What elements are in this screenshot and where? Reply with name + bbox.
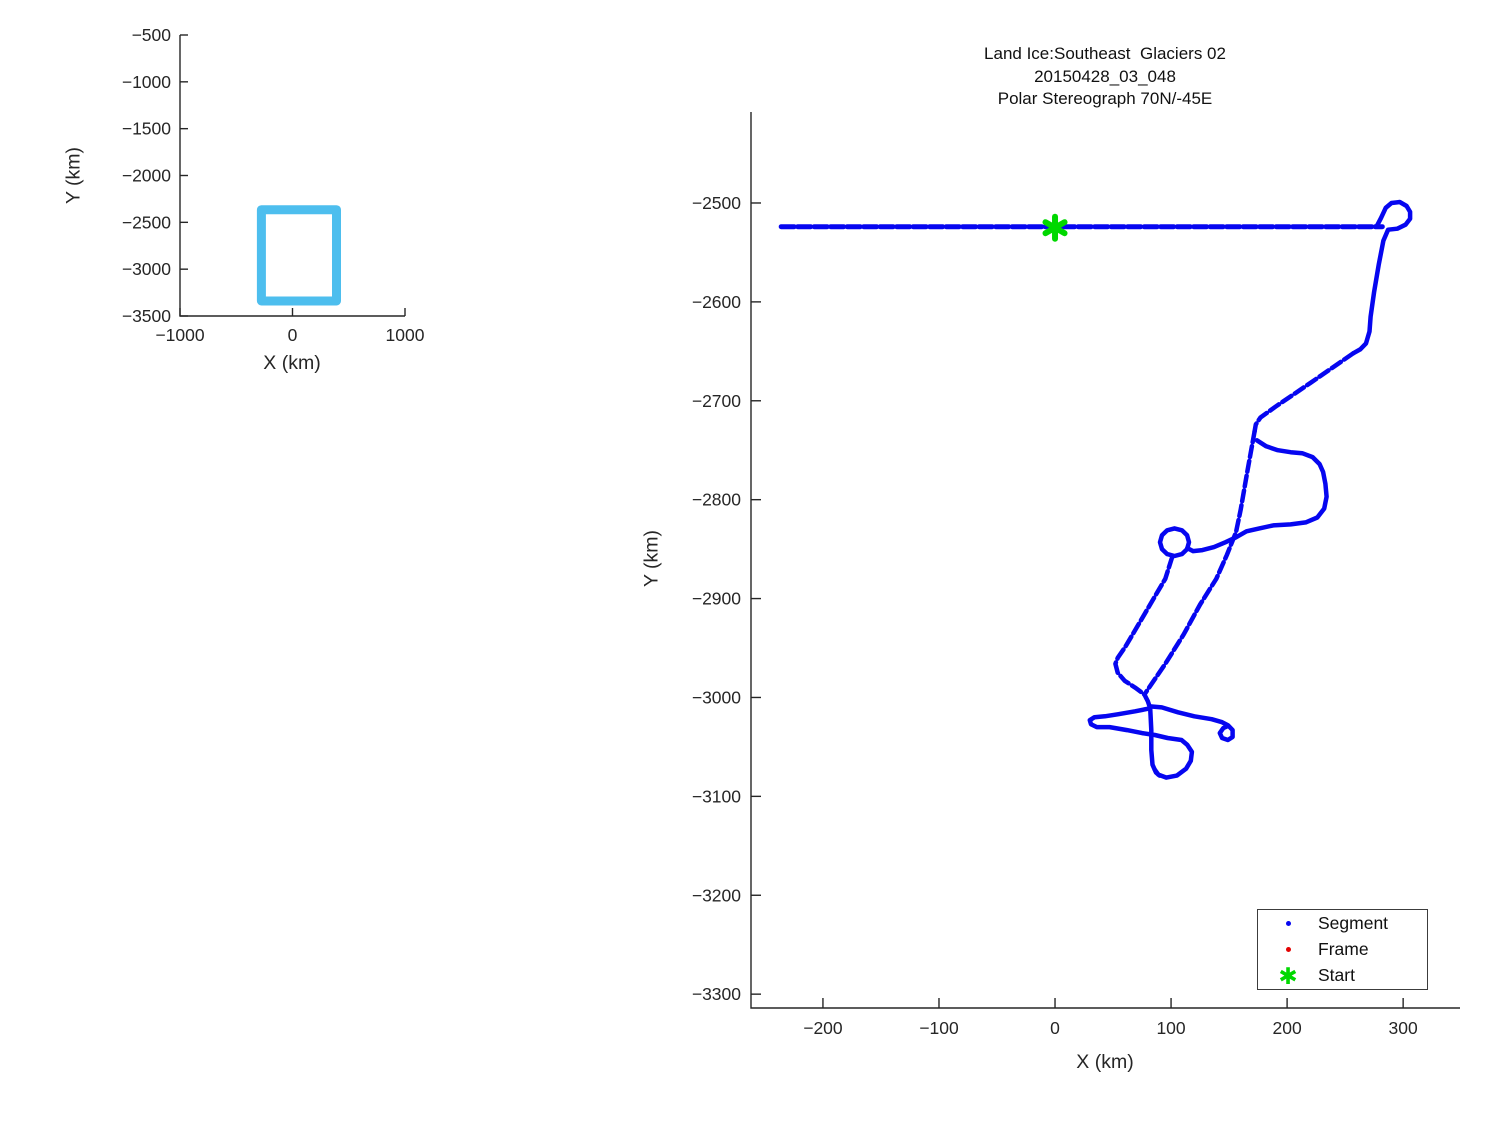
coverage-box-outline	[256, 205, 341, 306]
legend-label: Start	[1318, 965, 1355, 985]
track-west-hairpin-and-bulge	[1087, 706, 1195, 780]
title-line-3: Polar Stereograph 70N/-45E	[997, 89, 1213, 108]
main-axis-spine	[750, 112, 1460, 1009]
overview-x-tick-label: 0	[288, 325, 298, 345]
track-long-line-a	[1142, 429, 1257, 697]
track-east-spur-hook	[1147, 704, 1235, 743]
main-y-tick-label: −2500	[692, 193, 741, 213]
main-x-tick-label: 200	[1272, 1018, 1301, 1038]
legend-item-start: ✱ Start	[1278, 962, 1355, 989]
overview-x-tick-label: −1000	[155, 325, 204, 345]
legend-label: Frame	[1318, 939, 1369, 959]
overview-x-tick-label: 1000	[386, 325, 425, 345]
track-diagonal-sw	[1252, 351, 1356, 434]
legend-label: Segment	[1318, 913, 1389, 933]
start-marker-icon	[1042, 213, 1068, 242]
track-long-line-b	[1113, 554, 1175, 697]
title-line-2: 20150428_03_048	[1034, 66, 1176, 86]
segment-dot-icon	[1258, 921, 1318, 926]
frame-dot-icon	[1258, 947, 1318, 952]
main-x-tick-label: −100	[919, 1018, 959, 1038]
legend-item-frame: Frame	[1258, 937, 1427, 962]
title-line-1: Land Ice:Southeast Glaciers 02	[984, 44, 1226, 63]
main-y-tick-label: −3100	[692, 786, 741, 806]
main-x-tick-label: 100	[1156, 1018, 1185, 1038]
overview-axis-spine	[179, 35, 405, 317]
legend-box: Segment Frame ✱ Start	[1257, 909, 1428, 990]
overview-y-tick-label: −2500	[122, 212, 171, 232]
overview-y-tick-label: −500	[132, 25, 172, 45]
overview-y-axis-label: Y (km)	[62, 146, 85, 205]
main-axes: −200 −100 0 100 200 300 −2500 −2600 −2700 −2800 −2…	[692, 112, 1460, 1038]
main-y-tick-label: −2900	[692, 589, 741, 609]
main-y-tick-label: −3000	[692, 687, 741, 707]
track-turn-circle	[1157, 526, 1192, 559]
overview-y-tick-label: −2000	[122, 166, 171, 186]
legend-item-segment: Segment	[1258, 911, 1427, 936]
track-ne-turn-loop	[1350, 199, 1413, 356]
main-y-tick-label: −2700	[692, 391, 741, 411]
main-y-tick-label: −2600	[692, 292, 741, 312]
overview-y-tick-label: −3000	[122, 259, 171, 279]
main-y-tick-label: −3300	[692, 984, 741, 1004]
main-y-axis-label: Y (km)	[640, 529, 663, 588]
main-x-tick-label: −200	[803, 1018, 843, 1038]
main-y-tick-label: −2800	[692, 490, 741, 510]
overview-y-tick-label: −1000	[122, 72, 171, 92]
main-plot-title: Land Ice:Southeast Glaciers 02 20150428_…	[705, 43, 1500, 111]
overview-axes: −1000 0 1000 −500 −1000 −1500 −2000 −2500 −3000 −…	[122, 25, 425, 345]
overview-y-tick-label: −1500	[122, 119, 171, 139]
main-x-axis-label: X (km)	[1076, 1051, 1134, 1073]
main-y-tick-label: −3200	[692, 885, 741, 905]
overview-y-tick-label: −3500	[122, 306, 171, 326]
main-x-tick-label: 0	[1050, 1018, 1060, 1038]
main-x-tick-label: 300	[1389, 1018, 1418, 1038]
track-east-loop	[1185, 438, 1329, 554]
overview-x-axis-label: X (km)	[263, 352, 321, 374]
